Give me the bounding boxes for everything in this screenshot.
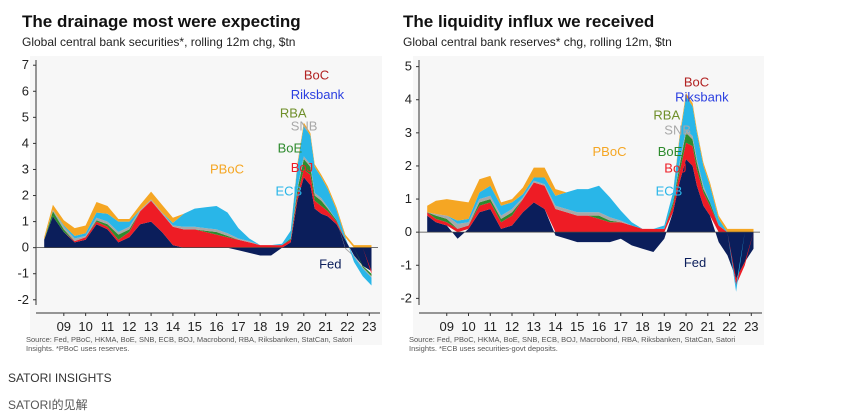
y-tick-label: 5 — [405, 59, 412, 74]
x-tick-label: 19 — [275, 319, 289, 334]
y-tick-label: -1 — [400, 257, 412, 272]
x-tick-label: 19 — [657, 319, 671, 334]
series-label-ecb: ECB — [656, 184, 683, 199]
x-tick-label: 23 — [362, 319, 376, 334]
y-tick-label: 4 — [22, 135, 29, 150]
series-area-pboc — [427, 93, 754, 233]
y-tick-label: 2 — [22, 188, 29, 203]
series-label-riksbank: Riksbank — [675, 89, 729, 104]
chart-panel-reserves: The liquidity influx we received Global c… — [400, 12, 764, 353]
chart-title: The drainage most were expecting — [22, 12, 301, 31]
series-label-pboc: PBoC — [210, 161, 244, 176]
x-tick-label: 17 — [231, 319, 245, 334]
x-tick-label: 11 — [101, 319, 115, 334]
series-label-snb: SNB — [291, 118, 318, 133]
chart-canvas: The drainage most were expecting Global c… — [17, 12, 764, 353]
series-label-rba: RBA — [280, 105, 307, 120]
x-tick-label: 14 — [166, 319, 180, 334]
series-label-riksbank: Riksbank — [291, 87, 345, 102]
y-tick-label: 7 — [22, 57, 29, 72]
x-tick-label: 17 — [614, 319, 628, 334]
series-label-boe: BoE — [278, 141, 303, 156]
series-area-boe — [427, 132, 754, 233]
y-tick-label: -2 — [17, 292, 29, 307]
x-tick-label: 16 — [592, 319, 606, 334]
x-tick-label: 15 — [570, 319, 584, 334]
series-area-ecb — [427, 96, 754, 292]
y-tick-label: 3 — [405, 125, 412, 140]
chart-title: The liquidity influx we received — [403, 12, 654, 31]
chart-subtitle: Global central bank reserves* chg, rolli… — [403, 35, 672, 49]
x-tick-label: 20 — [297, 319, 311, 334]
y-tick-label: 1 — [405, 191, 412, 206]
series-label-boj: BoJ — [291, 160, 313, 175]
y-tick-label: 3 — [22, 161, 29, 176]
series-label-rba: RBA — [653, 108, 680, 123]
y-tick-label: 2 — [405, 158, 412, 173]
x-tick-label: 09 — [440, 319, 454, 334]
series-area-fed — [427, 159, 754, 279]
series-label-fed: Fed — [319, 257, 341, 272]
series-label-fed: Fed — [684, 255, 706, 270]
x-tick-label: 11 — [484, 319, 498, 334]
source-note: Source: Fed, PBoC, HKMA, BoE, SNB, ECB, … — [26, 335, 353, 344]
x-tick-label: 12 — [505, 319, 519, 334]
series-label-boc: BoC — [304, 68, 329, 83]
x-tick-label: 14 — [548, 319, 562, 334]
x-tick-label: 22 — [722, 319, 736, 334]
y-tick-label: 0 — [405, 224, 412, 239]
y-tick-label: 0 — [22, 240, 29, 255]
caption-primary: SATORI INSIGHTS — [8, 371, 112, 385]
series-label-boj: BoJ — [664, 161, 686, 176]
x-tick-label: 16 — [209, 319, 223, 334]
series-label-pboc: PBoC — [593, 144, 627, 159]
y-tick-label: 5 — [22, 109, 29, 124]
chart-panel-securities: The drainage most were expecting Global c… — [17, 12, 382, 353]
y-tick-label: -2 — [400, 290, 412, 305]
x-tick-label: 15 — [187, 319, 201, 334]
series-label-ecb: ECB — [275, 184, 302, 199]
series-label-boe: BoE — [658, 144, 683, 159]
y-tick-label: 4 — [405, 92, 412, 107]
x-tick-label: 21 — [318, 319, 332, 334]
source-note-2: Insights. *ECB uses securities-govt depo… — [409, 344, 558, 353]
series-area-pboc — [44, 122, 372, 248]
x-tick-label: 23 — [744, 319, 758, 334]
x-tick-label: 12 — [122, 319, 136, 334]
caption-secondary: SATORI的见解 — [8, 398, 88, 412]
series-label-boc: BoC — [684, 74, 709, 89]
x-tick-label: 20 — [679, 319, 693, 334]
x-tick-label: 18 — [635, 319, 649, 334]
x-tick-label: 18 — [253, 319, 267, 334]
source-note-2: Insights. *PBoC uses reserves. — [26, 344, 129, 353]
y-tick-label: 1 — [22, 214, 29, 229]
x-tick-label: 13 — [144, 319, 158, 334]
series-label-snb: SNB — [664, 122, 691, 137]
x-tick-label: 13 — [527, 319, 541, 334]
x-tick-label: 09 — [57, 319, 71, 334]
chart-subtitle: Global central bank securities*, rolling… — [22, 35, 295, 49]
x-tick-label: 21 — [701, 319, 715, 334]
y-tick-label: 6 — [22, 83, 29, 98]
chart-figure: The drainage most were expecting Global c… — [8, 12, 764, 412]
source-note: Source: Fed, PBoC, HKMA, BoE, SNB, ECB, … — [409, 335, 736, 344]
x-tick-label: 10 — [78, 319, 92, 334]
y-tick-label: -1 — [17, 266, 29, 281]
x-tick-label: 10 — [461, 319, 475, 334]
x-tick-label: 22 — [340, 319, 354, 334]
